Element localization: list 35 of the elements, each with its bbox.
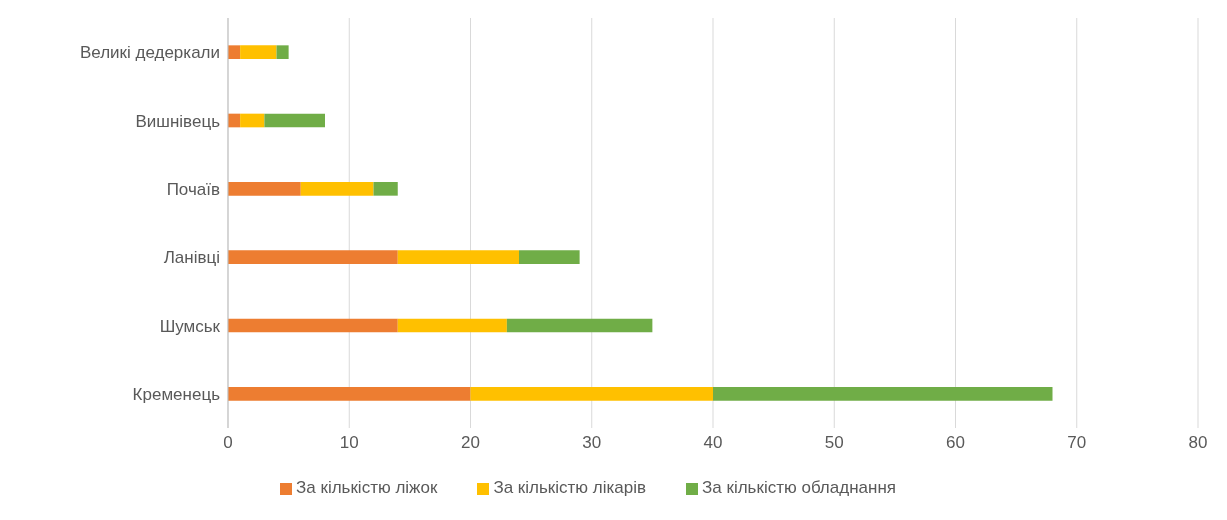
bar xyxy=(228,318,398,333)
y-tick-label: Великі дедеркали xyxy=(79,43,220,63)
bar xyxy=(519,250,580,264)
x-tick-label: 20 xyxy=(461,433,480,453)
y-tick-label: Кременець xyxy=(132,384,221,404)
x-tick-label: 70 xyxy=(1067,433,1087,453)
bar xyxy=(228,182,301,196)
legend-label: За кількістю обладнання xyxy=(702,478,896,497)
bar xyxy=(276,45,289,59)
bar xyxy=(264,113,325,128)
legend-label: За кількістю лікарів xyxy=(493,478,647,497)
bar xyxy=(397,318,507,333)
x-tick-label: 50 xyxy=(824,433,844,453)
bar xyxy=(373,182,398,196)
bar xyxy=(228,45,241,59)
x-tick-label: 30 xyxy=(582,433,602,453)
x-tick-label: 60 xyxy=(946,433,965,453)
bar xyxy=(300,182,374,196)
y-tick-label: Шумськ xyxy=(159,316,221,336)
x-tick-label: 0 xyxy=(223,433,233,453)
bar xyxy=(506,318,653,333)
bar xyxy=(470,387,713,401)
bar xyxy=(713,387,1053,401)
bar xyxy=(397,250,519,264)
bar xyxy=(240,113,265,128)
x-tick-label: 80 xyxy=(1188,433,1208,453)
bar xyxy=(228,387,471,401)
legend-label: За кількістю ліжок xyxy=(296,478,438,497)
y-tick-label: Вишнівець xyxy=(135,111,221,131)
x-tick-label: 40 xyxy=(703,433,723,453)
bar xyxy=(240,45,277,59)
y-tick-label: Ланівці xyxy=(163,248,220,268)
y-tick-label: Почаїв xyxy=(166,179,220,199)
bar xyxy=(228,250,398,264)
x-tick-label: 10 xyxy=(339,433,359,453)
